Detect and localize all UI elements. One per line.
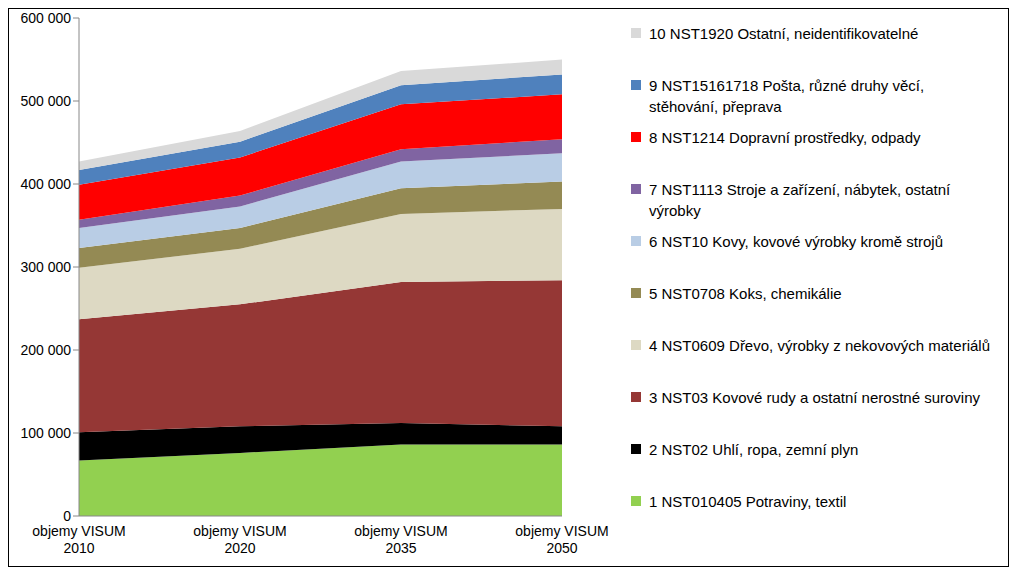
svg-text:objemy VISUM: objemy VISUM — [193, 523, 286, 539]
svg-text:2010: 2010 — [63, 540, 94, 556]
html-text:7 NST1113 Stroje a zařízení, n: 7 NST1113 Stroje a zařízení, nábytek, os… — [649, 181, 951, 219]
svg-text:500 000: 500 000 — [20, 93, 71, 109]
svg-text:200 000: 200 000 — [20, 342, 71, 358]
html-text:4 NST0609 Dřevo, výrobky z nek: 4 NST0609 Dřevo, výrobky z nekovových ma… — [649, 337, 990, 354]
svg-text:100 000: 100 000 — [20, 425, 71, 441]
svg-text:2020: 2020 — [224, 540, 255, 556]
html-text:1 NST010405 Potraviny, textil: 1 NST010405 Potraviny, textil — [649, 493, 847, 510]
html-text:9 NST15161718 Pošta, různé dru: 9 NST15161718 Pošta, různé druhy věcí, s… — [649, 77, 925, 115]
svg-text:objemy VISUM: objemy VISUM — [354, 523, 447, 539]
svg-text:0: 0 — [63, 508, 71, 524]
html-text:10 NST1920 Ostatní, neidentifi: 10 NST1920 Ostatní, neidentifikovatelné — [649, 25, 919, 42]
html-text:5 NST0708 Koks, chemikálie: 5 NST0708 Koks, chemikálie — [649, 285, 842, 302]
html-text:6 NST10 Kovy, kovové výrobky k: 6 NST10 Kovy, kovové výrobky kromě stroj… — [649, 233, 943, 250]
svg-text:objemy VISUM: objemy VISUM — [515, 523, 608, 539]
svg-text:objemy VISUM: objemy VISUM — [32, 523, 125, 539]
svg-text:600 000: 600 000 — [20, 10, 71, 26]
html-text:8 NST1214 Dopravní prostředky,: 8 NST1214 Dopravní prostředky, odpady — [649, 129, 921, 146]
svg-text:400 000: 400 000 — [20, 176, 71, 192]
svg-text:2050: 2050 — [546, 540, 577, 556]
svg-text:300 000: 300 000 — [20, 259, 71, 275]
html-text:2 NST02 Uhlí, ropa, zemní plyn: 2 NST02 Uhlí, ropa, zemní plyn — [649, 441, 859, 458]
html-text:3 NST03 Kovové rudy a ostatní: 3 NST03 Kovové rudy a ostatní nerostné s… — [649, 389, 980, 406]
svg-text:2035: 2035 — [385, 540, 416, 556]
